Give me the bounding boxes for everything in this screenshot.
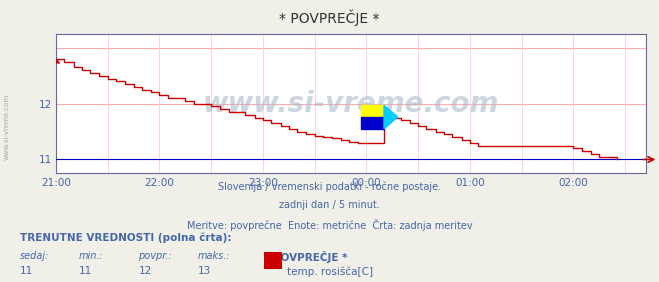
Text: TRENUTNE VREDNOSTI (polna črta):: TRENUTNE VREDNOSTI (polna črta): bbox=[20, 233, 231, 243]
Bar bbox=[361, 105, 384, 117]
Text: 11: 11 bbox=[20, 266, 33, 276]
Text: Meritve: povprečne  Enote: metrične  Črta: zadnja meritev: Meritve: povprečne Enote: metrične Črta:… bbox=[186, 219, 473, 231]
Bar bbox=[361, 117, 384, 129]
Polygon shape bbox=[384, 105, 397, 129]
Text: 11: 11 bbox=[79, 266, 92, 276]
Text: * POVPREČJE *: * POVPREČJE * bbox=[279, 10, 380, 27]
Text: www.si-vreme.com: www.si-vreme.com bbox=[3, 94, 9, 160]
Text: * POVPREČJE *: * POVPREČJE * bbox=[264, 251, 347, 263]
Text: zadnji dan / 5 minut.: zadnji dan / 5 minut. bbox=[279, 200, 380, 210]
Text: min.:: min.: bbox=[79, 251, 104, 261]
Text: Slovenija / vremenski podatki - ročne postaje.: Slovenija / vremenski podatki - ročne po… bbox=[218, 182, 441, 192]
Text: 13: 13 bbox=[198, 266, 211, 276]
Text: maks.:: maks.: bbox=[198, 251, 231, 261]
Text: www.si-vreme.com: www.si-vreme.com bbox=[203, 90, 499, 118]
Text: povpr.:: povpr.: bbox=[138, 251, 172, 261]
Text: 12: 12 bbox=[138, 266, 152, 276]
Text: temp. rosišča[C]: temp. rosišča[C] bbox=[287, 266, 373, 277]
Text: sedaj:: sedaj: bbox=[20, 251, 49, 261]
